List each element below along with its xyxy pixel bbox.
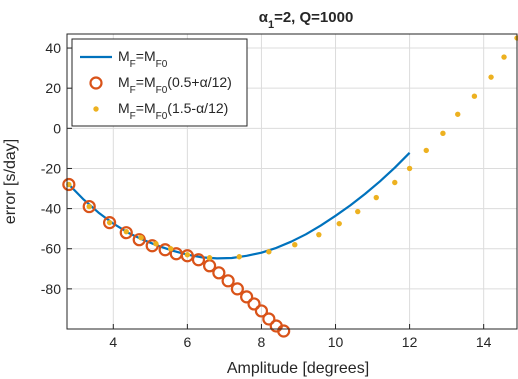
legend-entry-label: MF=MF0 bbox=[118, 48, 168, 70]
series-point-circle bbox=[212, 266, 226, 280]
series-point-dot bbox=[501, 54, 507, 60]
series-layer bbox=[62, 35, 518, 338]
legend-swatch-dot bbox=[93, 106, 99, 112]
series-point-dot bbox=[206, 255, 213, 261]
x-tick-label: 12 bbox=[402, 334, 418, 350]
series-point-dot bbox=[86, 203, 92, 210]
series-point-circle bbox=[230, 282, 244, 296]
grid bbox=[67, 34, 517, 329]
series-point-dot bbox=[455, 111, 461, 117]
series-point-circle bbox=[119, 226, 133, 240]
x-tick-label: 6 bbox=[183, 334, 191, 350]
chart-title: α1=2, Q=1000 bbox=[259, 9, 354, 31]
series-point-dot bbox=[316, 231, 322, 238]
series-point-dot bbox=[471, 93, 478, 99]
y-axis-label: error [s/day] bbox=[2, 139, 19, 224]
series-point-dot bbox=[440, 130, 446, 137]
series-point-circle bbox=[254, 304, 269, 318]
legend: MF=MF0 MF=MF0(0.5+α/12) MF=MF0(1.5-α/12) bbox=[71, 38, 248, 127]
plot-frame bbox=[66, 33, 518, 330]
y-tick-label: 20 bbox=[45, 80, 61, 96]
y-tick-label: 40 bbox=[45, 40, 61, 56]
series-point-circle bbox=[247, 297, 261, 311]
legend-entry-label: MF=MF0(0.5+α/12) bbox=[118, 74, 232, 96]
y-tick-label: -40 bbox=[41, 201, 61, 217]
series-point-dot bbox=[153, 241, 159, 247]
series-point-dot bbox=[106, 219, 113, 226]
series-point-dot bbox=[123, 228, 129, 235]
series-point-dot bbox=[168, 246, 174, 252]
series-point-dot bbox=[236, 254, 242, 260]
y-tick-label: -20 bbox=[41, 160, 61, 176]
series-point-circle bbox=[240, 290, 254, 304]
x-tick-label: 14 bbox=[476, 334, 492, 350]
series-point-circle bbox=[221, 274, 235, 288]
series-point-dot bbox=[66, 181, 72, 188]
y-tick-label: -80 bbox=[41, 281, 61, 297]
series-point-circle bbox=[262, 312, 276, 326]
series-point-dot bbox=[406, 165, 413, 172]
series-point-dot bbox=[266, 249, 272, 255]
series-point-dot bbox=[423, 147, 429, 154]
series-point-dot bbox=[292, 242, 298, 248]
series-point-circle bbox=[277, 324, 291, 338]
series-point-circle bbox=[191, 253, 206, 267]
series-point-circle bbox=[62, 177, 76, 192]
tick-labels: 4 6 8 10 12 14 -80 -60 -40 -20 0 20 40 bbox=[41, 40, 492, 350]
series-point-circle bbox=[102, 216, 117, 230]
legend-box bbox=[71, 38, 248, 127]
x-tick-label: 10 bbox=[328, 334, 344, 350]
x-tick-label: 4 bbox=[109, 334, 117, 350]
x-axis-label: Amplitude [degrees] bbox=[227, 360, 369, 377]
series-point-circle bbox=[180, 249, 194, 263]
series-point-dot bbox=[392, 179, 398, 186]
series-point-dot bbox=[138, 234, 144, 241]
series-point-dot bbox=[184, 252, 191, 258]
x-tick-label: 8 bbox=[258, 334, 266, 350]
y-tick-label: -60 bbox=[41, 241, 61, 257]
legend-swatch-circle bbox=[89, 76, 103, 90]
series-point-dot bbox=[336, 220, 342, 227]
series-point-dot bbox=[355, 208, 361, 215]
legend-entry-label: MF=MF0(1.5-α/12) bbox=[118, 100, 228, 122]
series-point-circle bbox=[132, 233, 146, 247]
series-point-circle bbox=[82, 199, 96, 214]
y-tick-label: 0 bbox=[53, 120, 61, 136]
series-point-dot bbox=[488, 74, 494, 80]
series-point-dot bbox=[373, 194, 379, 201]
